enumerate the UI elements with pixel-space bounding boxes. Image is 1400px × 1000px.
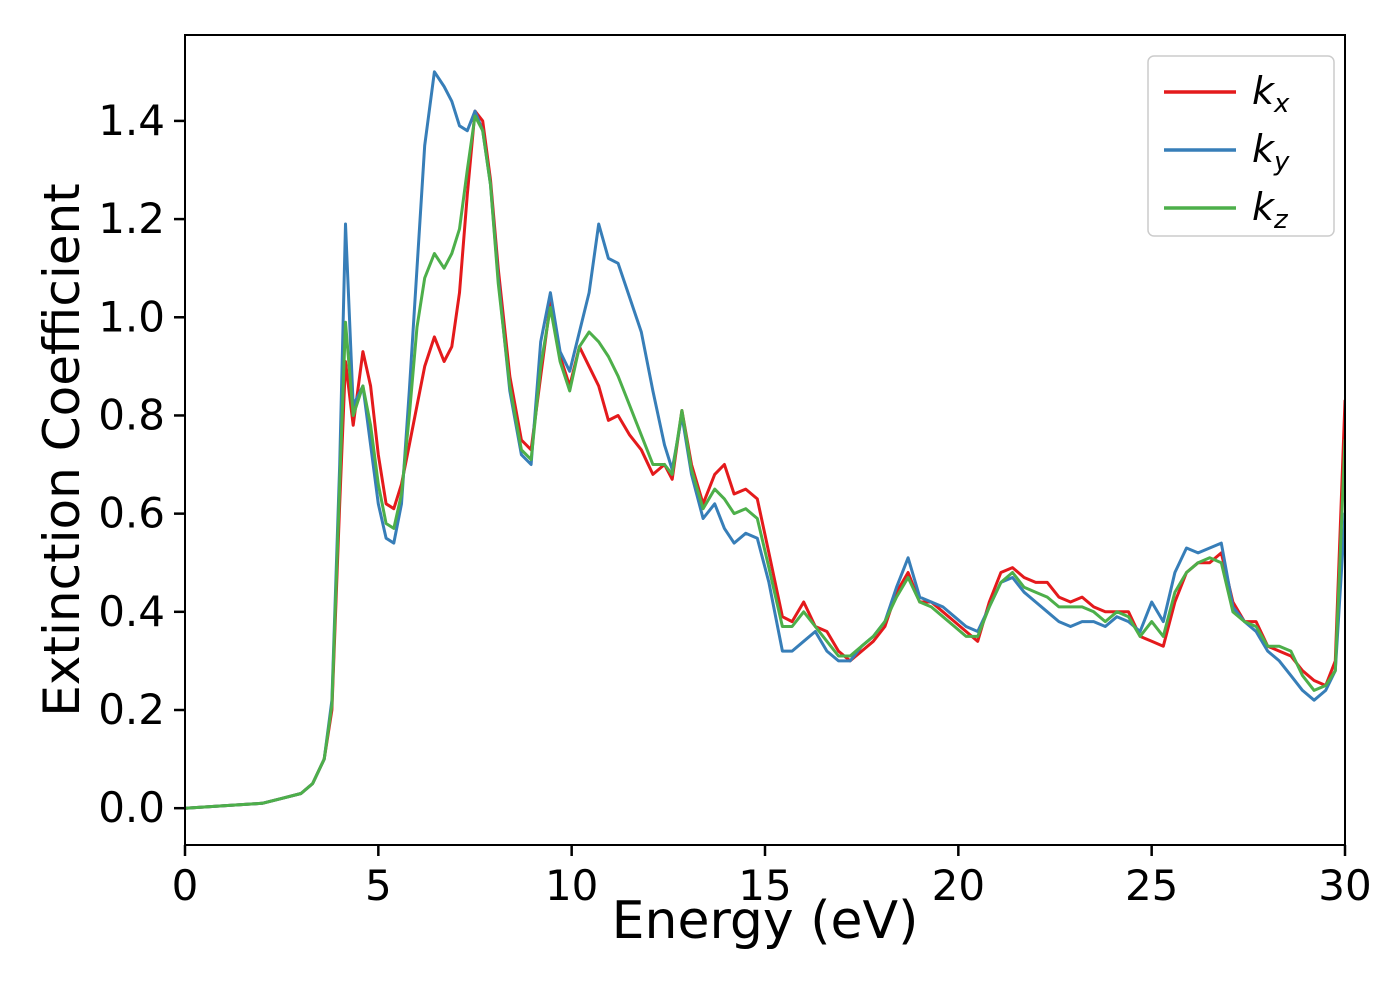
y-tick-label: 0.0 — [98, 783, 165, 832]
x-tick-label: 30 — [1318, 861, 1371, 910]
x-axis-label: Energy (eV) — [611, 891, 919, 951]
y-tick-label: 1.2 — [98, 194, 165, 243]
x-tick-label: 25 — [1125, 861, 1178, 910]
y-tick-label: 1.4 — [98, 96, 165, 145]
x-tick-label: 0 — [172, 861, 199, 910]
x-tick-label: 5 — [365, 861, 392, 910]
series-line-kz — [185, 114, 1345, 810]
x-tick-label: 10 — [545, 861, 598, 910]
y-tick-label: 0.4 — [98, 587, 165, 636]
y-tick-label: 0.2 — [98, 685, 165, 734]
x-tick-label: 15 — [738, 861, 791, 910]
y-tick-label: 0.6 — [98, 489, 165, 538]
y-tick-label: 0.8 — [98, 390, 165, 439]
series-line-kx — [185, 109, 1345, 810]
y-tick-label: 1.0 — [98, 292, 165, 341]
legend-box — [1147, 55, 1335, 237]
series-line-ky — [185, 70, 1345, 810]
y-axis-label: Extinction Coefficient — [33, 183, 91, 717]
x-tick-label: 20 — [932, 861, 985, 910]
legend-label-kz: kz — [1252, 185, 1289, 235]
